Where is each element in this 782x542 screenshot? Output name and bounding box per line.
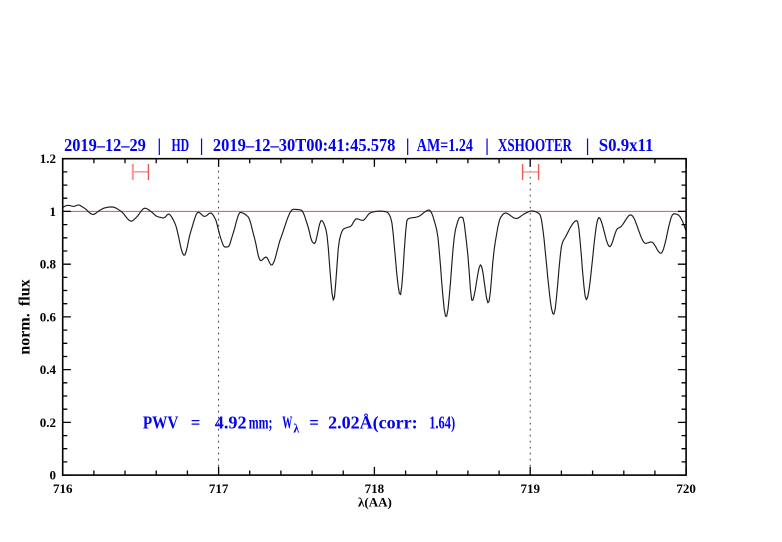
svg-text:720: 720 xyxy=(676,481,696,496)
svg-text:0.8: 0.8 xyxy=(40,257,57,272)
svg-text:λ(AA): λ(AA) xyxy=(358,494,392,509)
svg-text:0: 0 xyxy=(50,468,57,483)
svg-text:716: 716 xyxy=(53,481,73,496)
svg-text:2019–12–29|HD|2019–12–30T00:41: 2019–12–29 | HD | 2019–12–30T00:41:45.578 | AM… xyxy=(64,135,653,155)
svg-text:0.6: 0.6 xyxy=(40,309,57,324)
svg-text:1.2: 1.2 xyxy=(40,151,56,166)
svg-text:0.4: 0.4 xyxy=(40,362,57,377)
svg-text:0.2: 0.2 xyxy=(40,415,56,430)
svg-text:719: 719 xyxy=(520,481,540,496)
svg-text:norm. flux: norm. flux xyxy=(17,279,34,354)
svg-text:1: 1 xyxy=(50,204,57,219)
svg-text:718: 718 xyxy=(365,481,385,496)
svg-text:717: 717 xyxy=(209,481,229,496)
